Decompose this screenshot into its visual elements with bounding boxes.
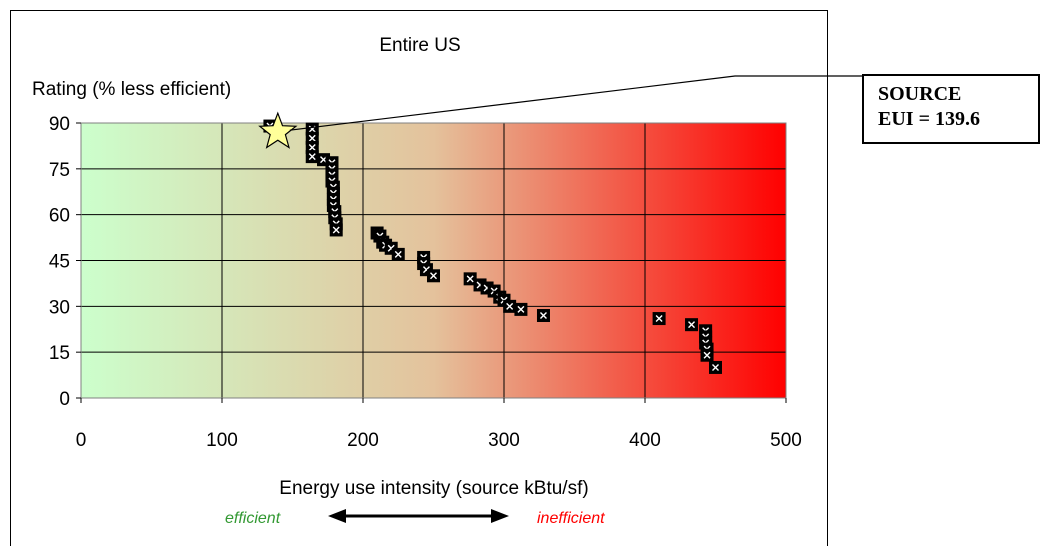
data-point-cross	[308, 153, 316, 161]
data-point-cross	[712, 363, 719, 371]
data-point-cross	[430, 272, 437, 280]
data-point-cross	[688, 321, 696, 329]
y-tick-label: 0	[59, 389, 70, 410]
y-tick-label: 75	[49, 160, 70, 181]
highlight-star-marker	[258, 111, 298, 149]
callout-line-2: EUI = 139.6	[878, 108, 980, 130]
y-tick-label: 60	[49, 206, 70, 227]
data-point-cross	[506, 302, 514, 310]
data-point-cross	[466, 275, 474, 283]
data-point-cross	[539, 312, 547, 319]
chart-title: Entire US	[379, 35, 460, 56]
x-tick-label: 0	[76, 430, 87, 451]
x-tick-label: 200	[347, 430, 379, 451]
data-point-cross	[332, 226, 340, 234]
x-tick-label: 300	[488, 430, 520, 451]
data-point-cross	[308, 143, 316, 151]
direction-arrow-left-head	[328, 509, 346, 523]
callout-leader-line	[289, 75, 862, 131]
y-tick-label: 90	[49, 114, 70, 135]
x-tick-label: 400	[629, 430, 661, 451]
source-eui-callout: SOURCE EUI = 139.6	[862, 74, 1040, 144]
data-point-cross	[655, 315, 663, 323]
direction-arrow-right-head	[491, 509, 509, 523]
data-point-cross	[703, 351, 711, 359]
x-tick-label: 500	[770, 430, 802, 451]
y-axis-title: Rating (% less efficient)	[32, 79, 231, 100]
y-tick-label: 45	[49, 252, 70, 273]
data-point-cross	[394, 250, 402, 258]
data-point-cross	[517, 305, 525, 313]
y-tick-label: 15	[49, 343, 70, 364]
callout-line-1: SOURCE	[878, 83, 962, 105]
data-point-cross	[308, 134, 316, 142]
x-tick-label: 100	[206, 430, 238, 451]
y-tick-label: 30	[49, 297, 70, 318]
x-axis-title: Energy use intensity (source kBtu/sf)	[279, 478, 588, 499]
inefficient-label: inefficient	[537, 510, 605, 527]
efficient-label: efficient	[225, 510, 281, 527]
